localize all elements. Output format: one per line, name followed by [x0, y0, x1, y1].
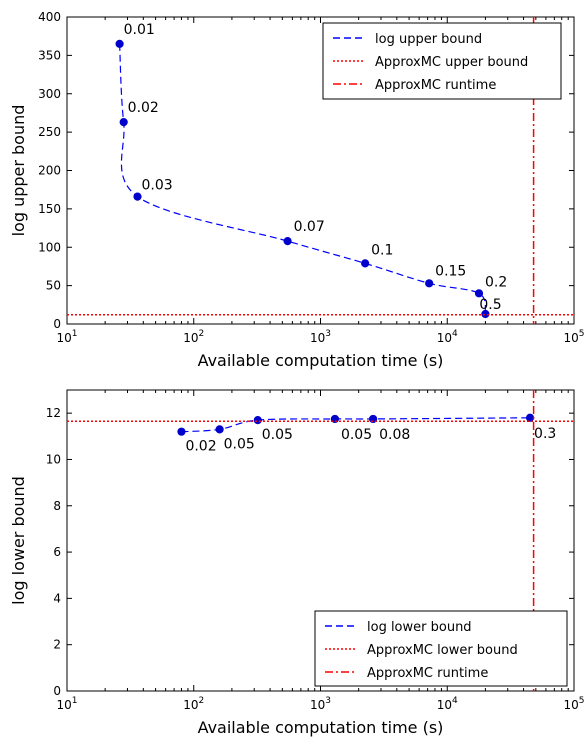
y-tick-label: 250 — [38, 125, 61, 139]
legend: log lower bound ApproxMC lower bound Appro… — [314, 610, 568, 687]
y-tick-label: 50 — [46, 279, 61, 293]
data-label: 0.02 — [185, 439, 216, 455]
y-tick-label: 6 — [53, 545, 61, 559]
x-tick-label: 104 — [437, 696, 458, 712]
data-point — [253, 416, 262, 425]
chart-2: 0 2 4 6 8 10 12 101 102 103 104 105 Available comput… — [9, 389, 585, 737]
y-tick-label: 10 — [46, 452, 61, 466]
x-tick-label: 103 — [310, 329, 331, 345]
x-axis-label: Available computation time (s) — [198, 351, 444, 370]
data-label: 0.3 — [534, 426, 556, 442]
data-label: 0.07 — [294, 219, 325, 235]
x-tick-label: 101 — [56, 696, 77, 712]
data-point — [425, 279, 434, 288]
y-axis-label: log upper bound — [9, 105, 28, 237]
y-tick-label: 8 — [53, 499, 61, 513]
series-line — [118, 43, 486, 315]
data-label: 0.05 — [224, 436, 255, 452]
data-point — [133, 192, 142, 201]
data-point — [525, 413, 535, 422]
y-tick-label: 150 — [38, 202, 61, 216]
legend-label: ApproxMC upper bound — [375, 55, 528, 70]
data-label: 0.5 — [479, 297, 501, 313]
y-axis-label: log lower bound — [9, 476, 28, 605]
y-tick-label: 200 — [38, 164, 61, 178]
data-point — [215, 425, 224, 434]
data-point — [474, 289, 484, 298]
x-tick-label: 105 — [563, 329, 584, 345]
legend-box — [314, 610, 568, 687]
x-axis-label: Available computation time (s) — [198, 718, 444, 737]
y-tick-label: 2 — [53, 638, 61, 652]
x-tick-label: 102 — [183, 329, 204, 345]
x-tick-label: 104 — [437, 329, 458, 345]
y-tick-label: 300 — [38, 87, 61, 101]
data-point — [115, 39, 124, 48]
data-point — [177, 427, 186, 436]
chart-1: 0 50 100 150 200 250 300 350 400 101 102 103 104 105 A… — [9, 10, 585, 370]
legend: log upper bound ApproxMC upper bound Appro… — [322, 22, 562, 100]
legend-label: ApproxMC runtime — [375, 78, 496, 93]
legend-label: log upper bound — [375, 32, 482, 47]
y-tick-label: 12 — [46, 406, 61, 420]
y-tick-label: 4 — [53, 591, 61, 605]
legend-label: ApproxMC runtime — [367, 666, 488, 681]
data-label: 0.01 — [124, 22, 155, 38]
data-label: 0.2 — [485, 274, 507, 290]
data-label: 0.02 — [128, 100, 159, 116]
data-label: 0.1 — [371, 242, 393, 258]
data-point — [283, 237, 292, 246]
data-label: 0.03 — [142, 178, 173, 194]
legend-label: log lower bound — [367, 620, 472, 635]
y-tick-label: 100 — [38, 240, 61, 254]
x-tick-label: 103 — [310, 696, 331, 712]
data-label: 0.08 — [379, 427, 410, 443]
data-point — [361, 259, 370, 268]
y-tick-label: 0 — [53, 317, 61, 331]
x-tick-label: 102 — [183, 696, 204, 712]
y-tick-label: 400 — [38, 10, 61, 24]
legend-label: ApproxMC lower bound — [367, 643, 518, 658]
y-tick-label: 0 — [53, 684, 61, 698]
data-point — [481, 309, 490, 319]
x-tick-label: 105 — [563, 696, 584, 712]
data-label: 0.15 — [435, 263, 466, 279]
x-tick-label: 101 — [56, 329, 77, 345]
data-label: 0.05 — [262, 427, 293, 443]
data-label: 0.05 — [341, 427, 372, 443]
y-tick-label: 350 — [38, 48, 61, 62]
data-point — [119, 118, 128, 127]
